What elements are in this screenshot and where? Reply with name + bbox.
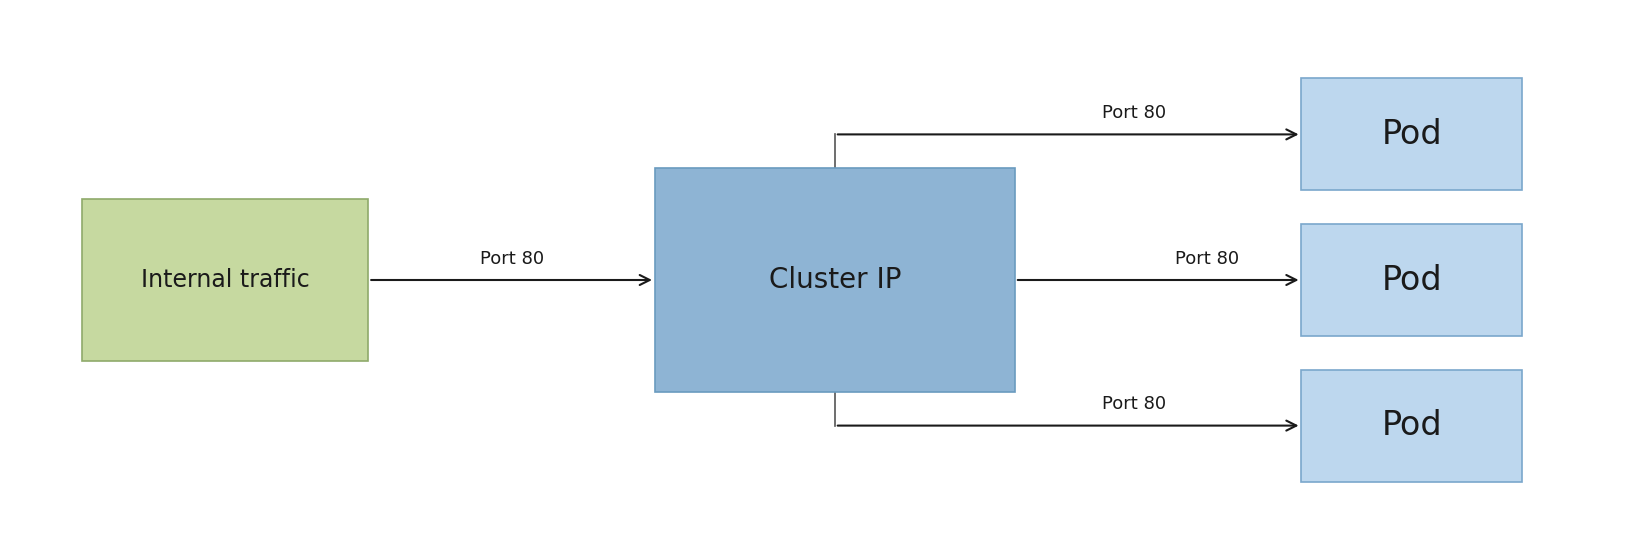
Text: Pod: Pod — [1382, 409, 1442, 442]
Text: Pod: Pod — [1382, 118, 1442, 151]
FancyBboxPatch shape — [1301, 224, 1522, 336]
Text: Port 80: Port 80 — [1175, 250, 1239, 268]
Text: Cluster IP: Cluster IP — [769, 266, 900, 294]
Text: Port 80: Port 80 — [1102, 395, 1166, 413]
Text: Pod: Pod — [1382, 264, 1442, 296]
Text: Port 80: Port 80 — [1102, 104, 1166, 122]
Text: Internal traffic: Internal traffic — [141, 268, 309, 292]
Text: Port 80: Port 80 — [480, 250, 543, 268]
FancyBboxPatch shape — [655, 168, 1015, 392]
FancyBboxPatch shape — [1301, 78, 1522, 190]
FancyBboxPatch shape — [82, 199, 368, 361]
FancyBboxPatch shape — [1301, 370, 1522, 482]
